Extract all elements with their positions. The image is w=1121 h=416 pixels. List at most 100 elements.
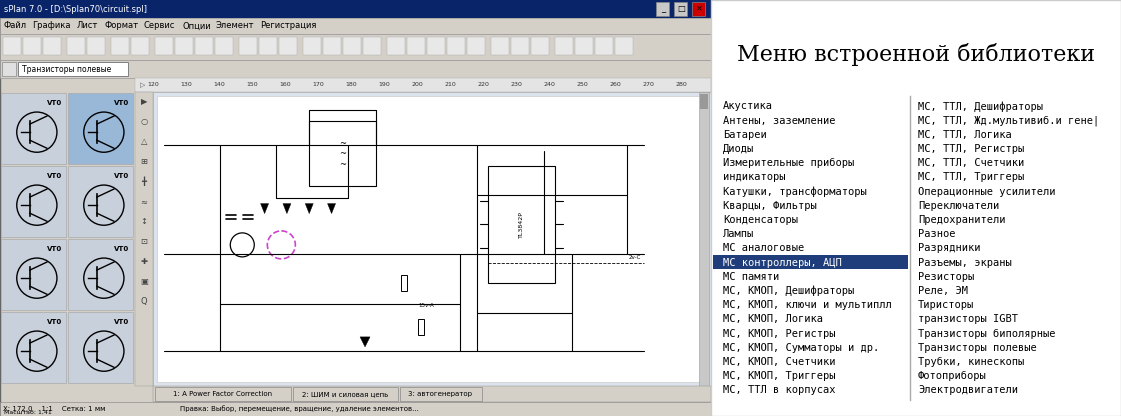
- Text: 240: 240: [543, 82, 555, 87]
- Text: X: 172,0    1:1    Сетка: 1 мм: X: 172,0 1:1 Сетка: 1 мм: [3, 406, 105, 412]
- Text: МС, КМОП, Счетчики: МС, КМОП, Счетчики: [723, 357, 835, 367]
- Text: Транзисторы полевые: Транзисторы полевые: [918, 343, 1037, 353]
- Bar: [1, 93, 66, 164]
- Text: 160: 160: [279, 82, 290, 87]
- Bar: [615, 37, 633, 55]
- Text: Меню встроенной библиотеки: Меню встроенной библиотеки: [736, 44, 1095, 67]
- Bar: [303, 37, 321, 55]
- Bar: [175, 37, 193, 55]
- Bar: [656, 2, 669, 16]
- Text: VT0: VT0: [114, 100, 130, 106]
- Bar: [407, 37, 425, 55]
- Text: ▣: ▣: [140, 277, 148, 286]
- Text: Транзисторы полевые: Транзисторы полевые: [22, 64, 111, 74]
- Bar: [135, 78, 711, 92]
- Text: □: □: [677, 5, 685, 13]
- Text: Элемент: Элемент: [216, 22, 254, 30]
- Text: ↕: ↕: [140, 217, 148, 226]
- Bar: [0, 0, 711, 416]
- Bar: [239, 37, 257, 55]
- Bar: [595, 37, 613, 55]
- Polygon shape: [260, 203, 269, 213]
- Text: Фотоприборы: Фотоприборы: [918, 371, 986, 381]
- Text: 190: 190: [378, 82, 390, 87]
- Text: Предохранители: Предохранители: [918, 215, 1006, 225]
- Text: Операционные усилители: Операционные усилители: [918, 187, 1055, 197]
- Text: Графика: Графика: [33, 22, 71, 30]
- Text: МС, ТТЛ в корпусах: МС, ТТЛ в корпусах: [723, 385, 835, 395]
- Text: 3: автогенератор: 3: автогенератор: [408, 391, 472, 397]
- Bar: [215, 37, 233, 55]
- Text: ≈: ≈: [140, 197, 148, 206]
- Text: 200: 200: [411, 82, 423, 87]
- Text: Формат: Формат: [104, 22, 139, 30]
- Text: 150: 150: [247, 82, 258, 87]
- Bar: [323, 37, 341, 55]
- Text: Правка: Выбор, перемещение, вращение, удаление элементов...: Правка: Выбор, перемещение, вращение, уд…: [180, 406, 419, 412]
- Text: Разъемы, экраны: Разъемы, экраны: [918, 258, 1011, 267]
- Text: 120: 120: [147, 82, 159, 87]
- Text: 2v-C: 2v-C: [629, 255, 641, 260]
- Text: Резисторы: Резисторы: [918, 272, 974, 282]
- Text: ▷: ▷: [140, 82, 146, 88]
- Bar: [135, 92, 152, 386]
- Text: 140: 140: [213, 82, 225, 87]
- Text: 270: 270: [642, 82, 654, 87]
- Bar: [111, 37, 129, 55]
- Bar: [1, 239, 66, 310]
- Text: транзисторы IGBT: транзисторы IGBT: [918, 314, 1018, 324]
- Text: МС, КМОП, Дешифраторы: МС, КМОП, Дешифраторы: [723, 286, 854, 296]
- Text: индикаторы: индикаторы: [723, 172, 786, 182]
- Text: VT0: VT0: [114, 319, 130, 325]
- Text: VT0: VT0: [47, 319, 63, 325]
- Bar: [293, 387, 398, 401]
- Text: Переключатели: Переключатели: [918, 201, 999, 211]
- Text: 280: 280: [675, 82, 687, 87]
- Bar: [259, 37, 277, 55]
- Text: ╋: ╋: [141, 177, 147, 186]
- Bar: [491, 37, 509, 55]
- Bar: [555, 37, 573, 55]
- Text: 1: A Power Factor Correction: 1: A Power Factor Correction: [174, 391, 272, 397]
- Bar: [67, 37, 85, 55]
- Bar: [0, 0, 711, 18]
- Text: ○: ○: [140, 117, 148, 126]
- Text: 2: ШИМ и силовая цепь: 2: ШИМ и силовая цепь: [303, 391, 388, 397]
- Text: VT0: VT0: [114, 246, 130, 252]
- Text: Акустика: Акустика: [723, 102, 773, 111]
- Text: ×: ×: [695, 5, 703, 13]
- Bar: [68, 166, 133, 237]
- Bar: [3, 37, 21, 55]
- Text: 170: 170: [312, 82, 324, 87]
- Text: ✚: ✚: [140, 257, 148, 266]
- Text: Транзисторы биполярные: Транзисторы биполярные: [918, 329, 1055, 339]
- Bar: [18, 62, 128, 76]
- Bar: [467, 37, 485, 55]
- Text: 210: 210: [444, 82, 456, 87]
- Text: TL3842P: TL3842P: [519, 211, 524, 238]
- Bar: [155, 37, 173, 55]
- Bar: [399, 387, 482, 401]
- Bar: [531, 37, 549, 55]
- Text: МС, КМОП, Сумматоры и др.: МС, КМОП, Сумматоры и др.: [723, 343, 879, 353]
- Text: sPlan 7.0 - [D:\Splan70\circuit.spl]: sPlan 7.0 - [D:\Splan70\circuit.spl]: [4, 5, 147, 13]
- Text: VT0: VT0: [47, 173, 63, 179]
- Bar: [0, 34, 711, 60]
- Bar: [700, 92, 708, 386]
- Text: Масштаб: 1,41: Масштаб: 1,41: [4, 410, 52, 415]
- Text: МС, ТТЛ, Триггеры: МС, ТТЛ, Триггеры: [918, 172, 1025, 182]
- Text: VT0: VT0: [47, 246, 63, 252]
- Bar: [68, 239, 133, 310]
- Bar: [24, 37, 41, 55]
- Bar: [68, 93, 133, 164]
- Text: МС, КМОП, Триггеры: МС, КМОП, Триггеры: [723, 371, 835, 381]
- Bar: [1, 312, 66, 383]
- Text: МС контроллеры, АЦП: МС контроллеры, АЦП: [723, 258, 842, 267]
- Text: МС, ТТЛ, Жд.мультивиб.и гене|: МС, ТТЛ, Жд.мультивиб.и гене|: [918, 115, 1099, 126]
- Text: Измерительные приборы: Измерительные приборы: [723, 158, 854, 168]
- Text: Реле, ЭМ: Реле, ЭМ: [918, 286, 967, 296]
- Text: △: △: [141, 137, 147, 146]
- Text: Тиристоры: Тиристоры: [918, 300, 974, 310]
- Bar: [692, 2, 705, 16]
- Text: _: _: [661, 5, 665, 13]
